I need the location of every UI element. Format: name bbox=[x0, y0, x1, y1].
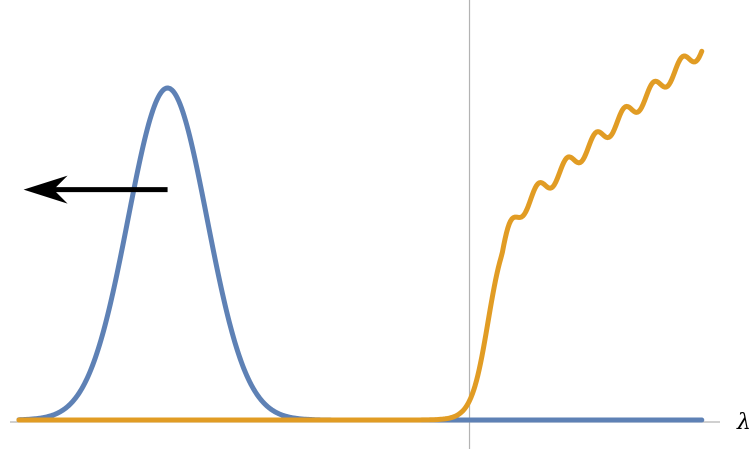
plot-area: λ bbox=[10, 0, 751, 449]
series-1-line bbox=[16, 85, 705, 423]
arrow-head bbox=[23, 175, 68, 204]
x-axis-label: λ bbox=[736, 410, 751, 435]
series-2-line bbox=[16, 48, 705, 423]
